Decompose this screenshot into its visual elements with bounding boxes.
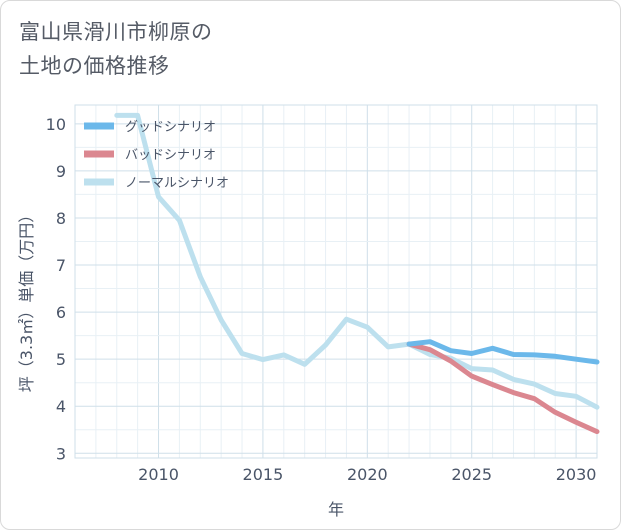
y-tick-label: 4 — [56, 397, 66, 416]
legend-label: ノーマルシナリオ — [125, 176, 229, 191]
y-tick-label: 10 — [46, 115, 66, 134]
y-tick-label: 5 — [56, 350, 66, 369]
plot-frame — [74, 104, 598, 459]
series-lines — [114, 112, 600, 435]
chart-title-line-2: 土地の価格推移 — [19, 54, 170, 78]
x-tick-label: 2025 — [451, 465, 492, 484]
x-tick-label: 2020 — [347, 465, 388, 484]
legend-label: バッドシナリオ — [125, 148, 216, 163]
y-axis-label: 坪（3.3㎡）単価（万円） — [17, 207, 36, 392]
series-line-1 — [406, 341, 600, 435]
x-tick-label: 2030 — [556, 465, 597, 484]
x-tick-label: 2015 — [243, 465, 284, 484]
x-axis-label: 年 — [328, 500, 344, 519]
y-tick-label: 3 — [56, 444, 66, 463]
y-tick-label: 6 — [56, 303, 66, 322]
series-line-2 — [114, 112, 600, 410]
y-tick-label: 9 — [56, 162, 66, 181]
chart-title: 富山県滑川市柳原の 土地の価格推移 — [19, 15, 213, 83]
y-tick-label: 7 — [56, 256, 66, 275]
y-tick-label: 8 — [56, 209, 66, 228]
axes: 2010 2015 2020 2025 2030 3 4 5 6 7 8 9 10 年 坪（3.3㎡）単価（… — [17, 115, 596, 519]
legend-label: グッドシナリオ — [125, 120, 216, 135]
x-tick-label: 2010 — [138, 465, 179, 484]
chart-title-line-1: 富山県滑川市柳原の — [19, 20, 213, 44]
grid — [74, 104, 598, 459]
series-line-0 — [406, 339, 600, 365]
